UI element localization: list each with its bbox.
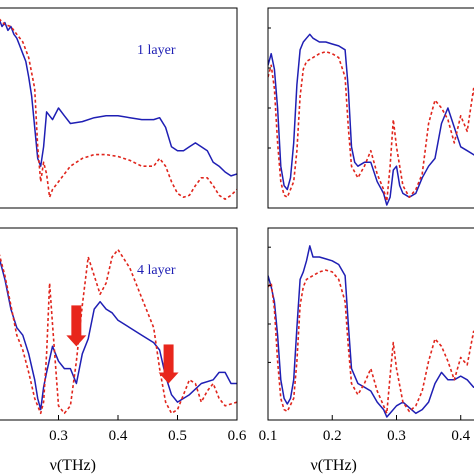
x-tick-label: 0.1 [259,428,278,444]
x-tick-label: 0.5 [168,428,187,444]
x-tick-label: 0.6 [228,428,247,444]
axes-frame-top-left [0,7,238,209]
x-tick-label: 0.3 [49,428,68,444]
x-tick-label: 0.4 [451,428,470,444]
x-tick-label: 0.2 [323,428,342,444]
x-axis-label: ν(THz) [50,457,96,474]
annotation-arrow-2 [158,344,179,384]
simulation-line-bottom-left [0,248,237,415]
layer-annotation: 4 layer [137,263,176,278]
simulation-line-bottom-right [268,269,474,415]
panel-top-left: 1 layer [0,7,238,209]
panel-bottom-right: 0.1 0.2 0.3 0.4 ν(THz) [259,227,474,474]
x-tick-label: 0.3 [387,428,406,444]
panel-bottom-left: 0.3 0.4 0.5 0.6 ν(THz) 4 layer [0,227,247,474]
simulation-line-top-left [0,18,237,200]
experiment-line-bottom-left [0,257,237,411]
layer-annotation: 1 layer [137,43,176,58]
x-axis-label: ν(THz) [311,457,357,474]
experiment-line-bottom-right [268,245,474,418]
x-tick-label: 0.4 [109,428,128,444]
axes-frame-bottom-left [0,227,238,421]
annotation-arrow-1 [66,305,87,347]
panel-top-right [267,7,474,209]
experiment-line-top-left [0,19,237,177]
simulation-line-top-right [268,50,474,202]
experiment-line-top-right [268,33,474,206]
